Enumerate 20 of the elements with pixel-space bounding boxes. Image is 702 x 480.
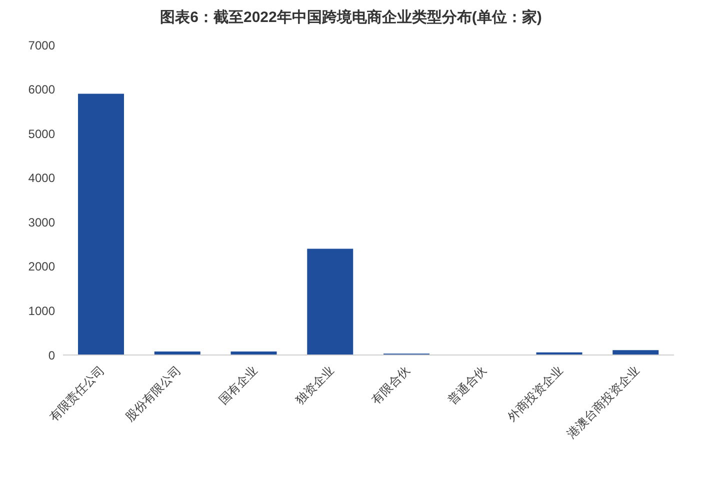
x-tick-label: 股份有限公司 bbox=[122, 363, 184, 424]
x-tick-label: 有限责任公司 bbox=[46, 363, 108, 424]
bar bbox=[307, 248, 354, 355]
x-tick-label: 有限合伙 bbox=[368, 363, 413, 408]
y-tick-label: 5000 bbox=[28, 126, 56, 141]
y-tick-label: 6000 bbox=[28, 82, 56, 97]
x-tick-label: 外商投资企业 bbox=[504, 363, 566, 424]
bar bbox=[612, 350, 659, 355]
x-tick-label: 独资企业 bbox=[292, 363, 336, 408]
chart-title: 图表6：截至2022年中国跨境电商企业类型分布(单位：家) bbox=[159, 8, 543, 27]
y-tick-label: 3000 bbox=[28, 215, 56, 230]
bar bbox=[78, 94, 124, 355]
y-tick-label: 0 bbox=[48, 348, 56, 362]
x-tick-label: 国有企业 bbox=[216, 363, 260, 408]
y-tick-label: 1000 bbox=[28, 304, 56, 318]
y-tick-label: 7000 bbox=[28, 38, 56, 52]
x-tick-label: 普通合伙 bbox=[445, 363, 490, 408]
y-tick-label: 2000 bbox=[28, 260, 56, 274]
y-tick-label: 4000 bbox=[28, 171, 56, 186]
x-tick-label: 港澳台商投资企业 bbox=[564, 363, 642, 442]
